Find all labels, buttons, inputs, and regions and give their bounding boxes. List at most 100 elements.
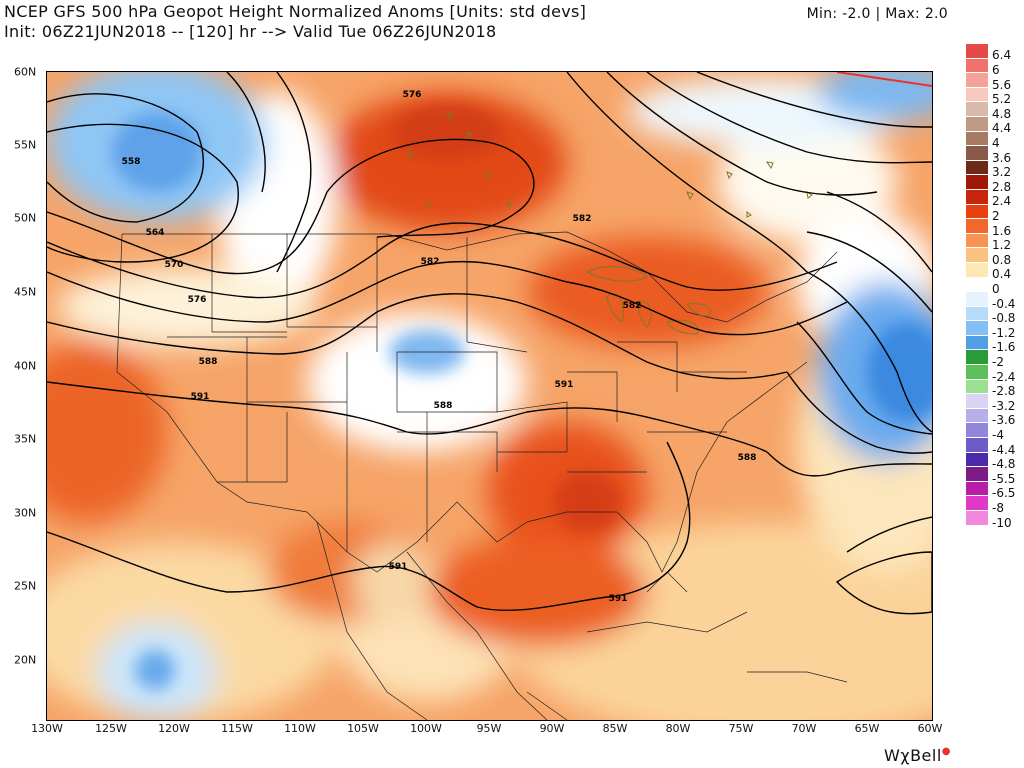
colorbar-cell [966,277,988,293]
anomaly-shading [47,72,932,720]
lon-label: 125W [95,722,127,735]
colorbar-tick-label: 2 [992,208,1000,223]
colorbar-cell [966,394,988,409]
lat-label: 30N [14,506,37,520]
init-valid-line: Init: 06Z21JUN2018 -- [120] hr --> Valid… [4,22,497,41]
min-max-readout: Min: -2.0 | Max: 2.0 [806,6,948,22]
colorbar-tick-label: -10 [992,515,1012,530]
colorbar-cell [966,423,988,439]
colorbar-tick-label: -2.4 [992,369,1016,384]
colorbar-tick-label: 0.8 [992,252,1012,267]
lon-label: 105W [347,722,379,735]
height-contours [47,72,932,615]
contour-label: 591 [191,392,210,402]
colorbar-tick-label: -1.6 [992,340,1016,355]
contour-label: 582 [573,214,592,224]
colorbar [966,44,988,526]
colorbar-cell [966,365,988,380]
colorbar-tick-label: -2 [992,354,1004,369]
colorbar-tick-label: 2.4 [992,194,1012,209]
contour-label: 576 [403,90,422,100]
colorbar-cell [966,131,988,147]
contour-label: 582 [421,257,440,267]
political-borders [116,231,848,720]
anomaly-map-canvas: 576 582 582 558 564 570 576 588 591 591 … [47,72,932,720]
colorbar-tick-label: -3.6 [992,413,1016,428]
colorbar-tick-label: 6 [992,62,1000,77]
colorbar-tick-label: 3.2 [992,165,1012,180]
colorbar-tick-label: 5.2 [992,92,1012,107]
colorbar-tick-label: -6.5 [992,486,1016,501]
colorbar-tick-label: -4.4 [992,442,1016,457]
lon-label: 80W [665,722,691,735]
colorbar-cell [966,219,988,234]
contour-label: 591 [555,380,574,390]
lat-label: 55N [14,138,37,152]
contour-label: 588 [434,401,453,411]
lon-label: 110W [284,722,316,735]
colorbar-cell [966,335,988,351]
chart-title: NCEP GFS 500 hPa Geopot Height Normalize… [4,2,587,21]
lon-label: 130W [31,722,63,735]
colorbar-tick-label: 2.8 [992,179,1012,194]
colorbar-tick-label: -3.2 [992,398,1016,413]
colorbar-cell [966,306,988,322]
lat-label: 45N [14,285,37,299]
colorbar-cell [966,467,988,482]
contour-label: 564 [146,228,165,238]
colorbar-cell [966,438,988,453]
contour-label: 582 [623,301,642,311]
anomaly-map: 576 582 582 558 564 570 576 588 591 591 … [46,71,933,721]
lat-label: 20N [14,653,37,667]
lon-label: 90W [539,722,565,735]
lat-label: 40N [14,359,37,373]
colorbar-tick-label: 0.4 [992,267,1012,282]
lon-label: 85W [602,722,628,735]
colorbar-cell [966,189,988,205]
colorbar-cell [966,160,988,176]
colorbar-cell [966,44,988,59]
lon-label: 75W [728,722,754,735]
colorbar-tick-label: -1.2 [992,325,1016,340]
contour-label-group: 576 582 582 558 564 570 576 588 591 591 … [122,90,757,604]
colorbar-cell [966,452,988,468]
colorbar-tick-label: -4.8 [992,457,1016,472]
colorbar-tick-label: 5.6 [992,77,1012,92]
lon-label: 95W [476,722,502,735]
lat-label: 60N [14,65,37,79]
lat-label: 50N [14,211,37,225]
colorbar-tick-label: 3.6 [992,150,1012,165]
colorbar-tick-label: 6.4 [992,48,1012,63]
lon-label: 60W [917,722,943,735]
contour-label: 588 [199,357,218,367]
logo-text: WχBell [884,746,942,765]
colorbar-tick-label: -2.8 [992,384,1016,399]
colorbar-cell [966,58,988,74]
max-contour-segment [836,72,932,87]
colorbar-cell [966,511,988,526]
colorbar-cell [966,116,988,132]
colorbar-tick-label: -0.4 [992,296,1016,311]
colorbar-tick-label: -0.8 [992,311,1016,326]
lon-label: 70W [791,722,817,735]
contour-label: 591 [389,562,408,572]
lon-label: 65W [854,722,880,735]
colorbar-cell [966,204,988,220]
anomaly-cores [112,104,932,690]
colorbar-cell [966,87,988,103]
colorbar-tick-label: -5.5 [992,471,1016,486]
colorbar-tick-label: -8 [992,500,1004,515]
colorbar-tick-label: 4.4 [992,121,1012,136]
lat-label: 35N [14,432,37,446]
colorbar-tick-label: 4 [992,135,1000,150]
colorbar-tick-label: 1.2 [992,238,1012,253]
colorbar-cell [966,262,988,278]
colorbar-tick-label: 0 [992,281,1000,296]
contour-label: 576 [188,295,207,305]
colorbar-cell [966,248,988,263]
colorbar-cell [966,481,988,497]
lon-label: 100W [410,722,442,735]
colorbar-cell [966,379,988,395]
lakes [405,111,813,335]
colorbar-tick-label: 1.6 [992,223,1012,238]
